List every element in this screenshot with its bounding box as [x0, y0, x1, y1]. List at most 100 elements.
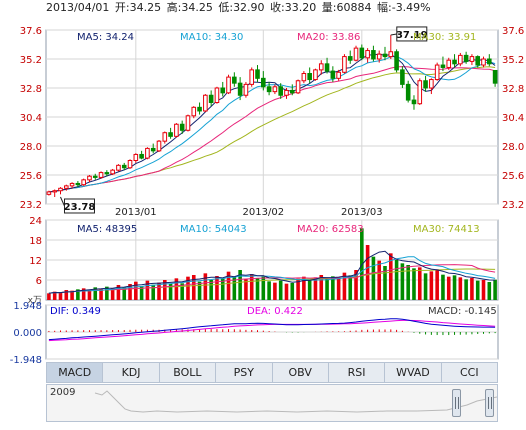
candle-body: [481, 58, 486, 66]
header-low: 32.90: [233, 1, 265, 14]
price-candle: [226, 74, 231, 95]
candle-body: [255, 69, 260, 79]
volume-legend-ma20: MA20: 62583: [297, 224, 364, 235]
candle-body: [307, 73, 312, 81]
price-candle: [121, 162, 127, 171]
candle-body: [208, 94, 214, 103]
volume-bar: [52, 291, 57, 300]
candle-body: [458, 54, 463, 65]
header-volume: 60884: [337, 1, 372, 14]
tab-rsi[interactable]: RSI: [329, 363, 386, 382]
candle-body: [434, 64, 440, 81]
price-candle: [475, 55, 481, 68]
candle-body: [423, 80, 428, 89]
candle-body: [313, 69, 318, 81]
volume-bar: [76, 289, 80, 300]
candle-body: [133, 153, 139, 161]
volume-bar: [383, 266, 387, 300]
range-navigator[interactable]: 2009: [46, 384, 498, 422]
volume-bar: [464, 279, 468, 300]
price-candle: [127, 159, 133, 169]
tab-boll[interactable]: BOLL: [160, 363, 217, 382]
volume-bar: [226, 271, 231, 300]
volume-bar: [99, 289, 103, 300]
volume-bar: [145, 280, 150, 300]
price-candle: [458, 52, 463, 67]
price-candle: [452, 54, 457, 68]
candle-body: [63, 185, 69, 189]
volume-bar: [371, 256, 376, 300]
macd-dif-line: [48, 318, 496, 341]
volume-bar: [134, 281, 138, 300]
price-candle: [69, 182, 75, 189]
price-annotation: 37.19: [390, 26, 428, 42]
price-candle: [382, 46, 388, 61]
candle-body: [452, 59, 457, 65]
volume-bar: [174, 278, 179, 300]
price-xtick: 2013/03: [341, 207, 383, 218]
price-annotation: 23.78: [60, 196, 95, 214]
price-ytick-left: 30.4: [20, 113, 42, 124]
tab-wvad[interactable]: WVAD: [385, 363, 442, 382]
price-candle: [394, 49, 399, 73]
volume-bar: [458, 277, 463, 300]
price-ytick-left: 23.2: [20, 200, 42, 211]
tab-kdj[interactable]: KDJ: [103, 363, 160, 382]
volume-bar: [116, 285, 121, 300]
annotation-label: 37.19: [396, 30, 428, 41]
navigator-right-handle[interactable]: [485, 389, 494, 417]
tab-macd[interactable]: MACD: [47, 363, 104, 382]
price-candle: [411, 95, 417, 110]
header-close: 33.20: [285, 1, 317, 14]
price-candle: [347, 50, 353, 64]
navigator-left-handle[interactable]: [452, 389, 461, 417]
volume-bar: [394, 260, 399, 300]
volume-bar: [435, 269, 439, 300]
candle-body: [116, 164, 121, 171]
volume-ma5-line: [48, 250, 496, 294]
header-high: 34.25: [181, 1, 213, 14]
price-legend-ma30: MA30: 33.91: [413, 32, 476, 43]
tab-obv[interactable]: OBV: [273, 363, 329, 382]
candle-body: [214, 87, 220, 103]
annotation-leader: [390, 33, 397, 36]
candle-body: [243, 83, 249, 96]
price-candle: [197, 102, 202, 115]
volume-bar: [139, 286, 144, 300]
candle-body: [394, 51, 399, 71]
header-date: 2013/04/01: [46, 1, 109, 14]
price-candle: [191, 106, 197, 119]
macd-legend-macd: MACD: -0.145: [428, 306, 497, 317]
tab-psy[interactable]: PSY: [216, 363, 273, 382]
volume-bar: [452, 275, 457, 300]
volume-bar: [255, 278, 260, 300]
header-open: 34.25: [130, 1, 162, 14]
price-legend-ma20: MA20: 33.86: [297, 32, 360, 43]
candle-body: [232, 76, 237, 84]
price-candle: [139, 150, 144, 160]
price-candle: [179, 120, 185, 134]
price-ma10-line: [48, 55, 496, 193]
price-candle: [145, 147, 150, 160]
volume-bar: [417, 267, 422, 300]
price-candle: [492, 69, 498, 87]
volume-legend-ma5: MA5: 48395: [77, 224, 137, 235]
tab-cci[interactable]: CCI: [460, 366, 479, 379]
candle-body: [139, 153, 144, 159]
price-candle: [301, 71, 307, 84]
price-candle: [81, 178, 86, 186]
candle-body: [162, 132, 168, 142]
candle-body: [371, 50, 376, 60]
candle-body: [440, 64, 446, 68]
volume-bar: [209, 280, 213, 300]
price-candle: [342, 54, 347, 74]
price-candle: [400, 66, 405, 88]
candle-body: [145, 147, 150, 159]
volume-panel: 24 18 12 6 x万 MA5: 48395 MA10: 54043 MA20: 6258…: [28, 216, 499, 306]
price-ytick-right: 32.8: [502, 84, 524, 95]
indicator-tabs: MACD KDJ BOLL PSY OBV RSI WVAD CCI: [46, 362, 498, 383]
volume-bar: [58, 292, 63, 300]
volume-bar: [336, 277, 341, 300]
price-candle: [156, 139, 162, 153]
volume-unit-label: x万: [28, 296, 42, 306]
